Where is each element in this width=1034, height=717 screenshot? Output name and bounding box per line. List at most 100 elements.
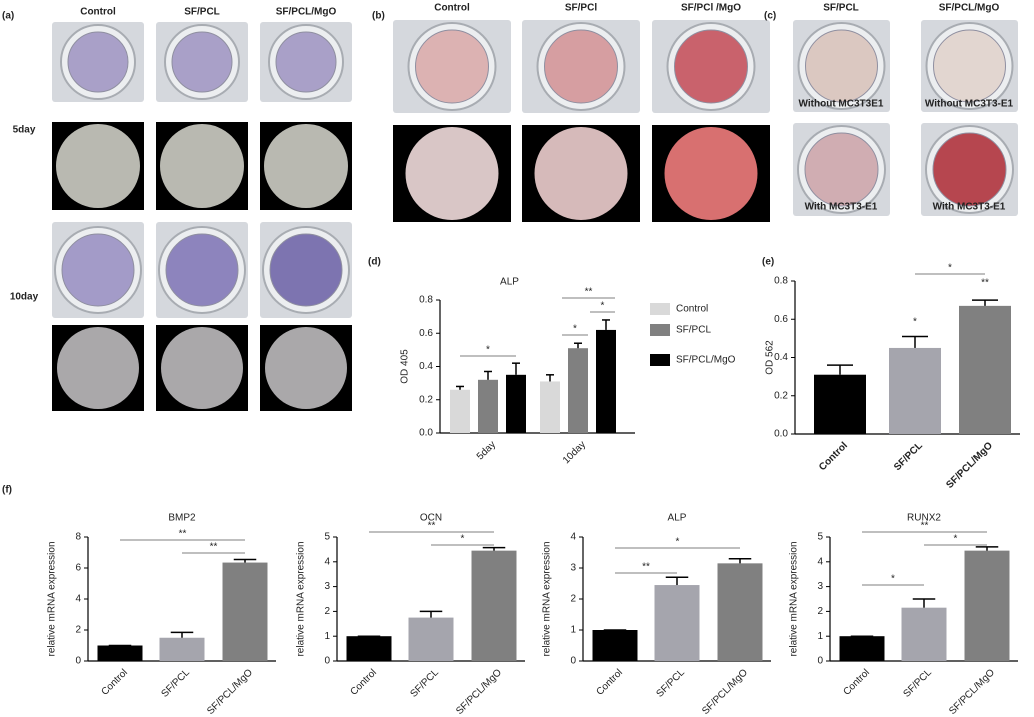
micrograph-field — [57, 327, 139, 409]
x-tick-label: SF/PCL/MgO — [944, 440, 995, 491]
x-tick-label: SF/PCL — [159, 667, 192, 700]
micrograph-field — [405, 127, 499, 220]
legend-label: SF/PCL — [676, 325, 711, 336]
y-tick-label: 0.2 — [774, 390, 788, 401]
y-tick-label: 4 — [75, 594, 81, 605]
micrograph-field — [161, 327, 243, 409]
x-tick-label: SF/PCL/MgO — [700, 667, 750, 717]
legend-label: SF/PCL/MgO — [676, 355, 736, 366]
bar — [901, 607, 947, 661]
y-tick-label: 0.4 — [419, 361, 433, 372]
y-tick-label: 0.2 — [419, 394, 433, 405]
y-tick-label: 3 — [324, 581, 330, 592]
micrograph-field — [534, 127, 628, 220]
bar — [592, 630, 638, 661]
y-axis-title: relative mRNA expression — [542, 541, 553, 656]
well-stain — [269, 233, 343, 307]
bar — [959, 305, 1011, 434]
bar — [654, 585, 700, 661]
bar — [568, 348, 588, 433]
significance-label: * — [461, 534, 465, 545]
y-tick-label: 2 — [570, 594, 576, 605]
well-stain — [275, 31, 337, 93]
well-stain — [932, 132, 1007, 207]
bar — [506, 374, 526, 433]
y-tick-label: 0.6 — [419, 328, 433, 339]
significance-label: ** — [981, 278, 989, 289]
bar — [964, 550, 1010, 661]
row-label: 10day — [10, 292, 39, 303]
y-axis-title: OD 405 — [400, 349, 411, 384]
x-tick-label: SF/PCL/MgO — [947, 667, 997, 717]
x-tick-label: 5day — [475, 439, 498, 462]
y-tick-label: 3 — [570, 563, 576, 574]
y-axis-title: OD 562 — [765, 340, 776, 375]
y-tick-label: 5 — [817, 532, 823, 543]
panel-label: (c) — [764, 11, 776, 22]
bar — [222, 562, 268, 661]
well-stain — [933, 29, 1006, 103]
legend-swatch — [650, 354, 670, 366]
y-tick-label: 2 — [817, 606, 823, 617]
y-tick-label: 8 — [75, 532, 81, 543]
significance-label: * — [954, 534, 958, 545]
significance-label: * — [913, 317, 917, 328]
legend-swatch — [650, 324, 670, 336]
significance-label: ** — [179, 529, 187, 540]
panel-label: (f) — [2, 485, 12, 496]
well-stain — [804, 132, 879, 207]
well-stain — [544, 29, 618, 104]
y-tick-label: 1 — [570, 625, 576, 636]
y-tick-label: 4 — [570, 532, 576, 543]
legend-label: Control — [676, 304, 708, 315]
column-label: Control — [434, 3, 470, 14]
well-stain — [61, 233, 135, 307]
significance-label: * — [573, 324, 577, 335]
y-tick-label: 3 — [817, 581, 823, 592]
column-label: SF/PCL — [184, 7, 220, 18]
x-tick-label: Control — [99, 667, 130, 698]
significance-label: * — [601, 301, 605, 312]
x-tick-label: 10day — [561, 439, 588, 466]
y-tick-label: 2 — [324, 606, 330, 617]
bar — [408, 617, 454, 661]
y-tick-label: 0.8 — [774, 276, 788, 287]
row-label: 5day — [13, 125, 36, 136]
x-tick-label: Control — [841, 667, 872, 698]
well-stain — [67, 31, 129, 93]
y-tick-label: 0 — [817, 656, 823, 667]
micrograph-field — [160, 124, 244, 208]
y-axis-title: relative mRNA expression — [789, 541, 800, 656]
well-stain — [171, 31, 233, 93]
chart-title: RUNX2 — [907, 513, 941, 524]
y-tick-label: 0.0 — [774, 429, 788, 440]
significance-label: ** — [428, 521, 436, 532]
column-label: SF/PCL/MgO — [276, 7, 337, 18]
chart-title: BMP2 — [168, 513, 196, 524]
photo-caption: Without MC3T3-E1 — [925, 99, 1014, 110]
significance-label: ** — [921, 521, 929, 532]
y-tick-label: 6 — [75, 563, 81, 574]
y-tick-label: 0.6 — [774, 314, 788, 325]
bar — [97, 645, 143, 661]
y-tick-label: 2 — [75, 625, 81, 636]
photo-caption: With MC3T3-E1 — [805, 202, 878, 213]
micrograph-field — [56, 124, 140, 208]
legend-swatch — [650, 303, 670, 315]
chart-title: OCN — [420, 513, 442, 524]
panel-label: (b) — [372, 11, 385, 22]
y-tick-label: 0 — [75, 656, 81, 667]
photo-caption: With MC3T3-E1 — [933, 202, 1006, 213]
x-tick-label: SF/PCL/MgO — [454, 667, 504, 717]
chart-title: ALP — [500, 277, 519, 288]
bar — [471, 550, 517, 661]
x-tick-label: SF/PCL/MgO — [205, 667, 255, 717]
bar — [346, 636, 392, 661]
micrograph-field — [265, 327, 347, 409]
significance-label: ** — [210, 542, 218, 553]
significance-label: ** — [585, 287, 593, 298]
y-axis-title: relative mRNA expression — [47, 541, 58, 656]
y-tick-label: 1 — [324, 631, 330, 642]
y-tick-label: 0 — [570, 656, 576, 667]
micrograph-field — [664, 127, 758, 220]
